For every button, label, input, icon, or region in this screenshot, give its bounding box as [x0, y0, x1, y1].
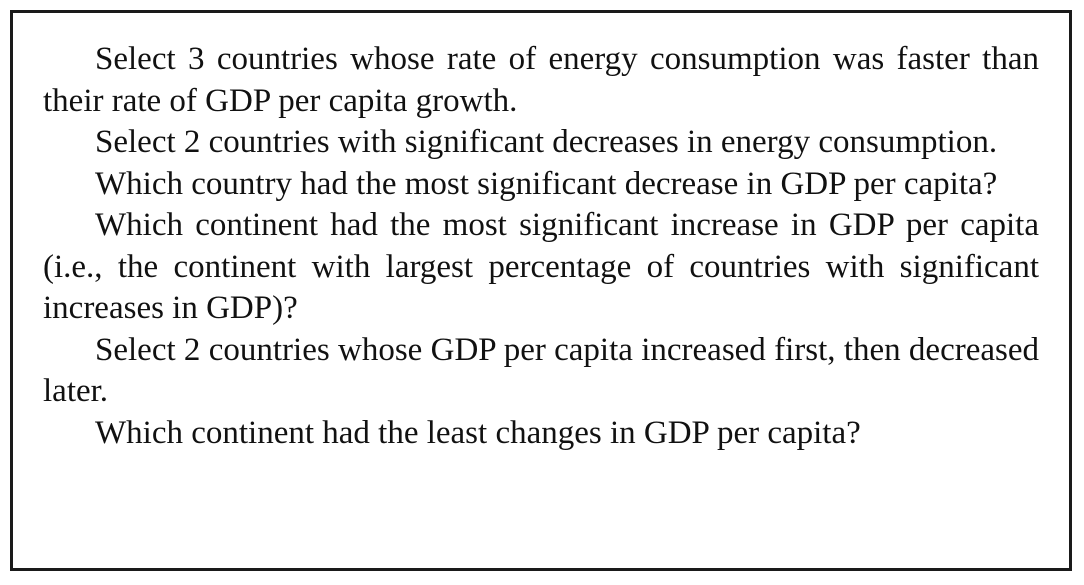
question-4: Which continent had the most significant…	[43, 207, 1039, 326]
question-6: Which continent had the least changes in…	[95, 414, 861, 451]
question-list-box: Select 3 countries whose rate of energy …	[10, 10, 1072, 571]
question-1: Select 3 countries whose rate of energy …	[43, 41, 1039, 119]
question-3: Which country had the most significant d…	[95, 165, 998, 202]
question-2: Select 2 countries with significant decr…	[95, 124, 998, 160]
question-5: Select 2 countries whose GDP per capita …	[43, 331, 1039, 410]
question-list: Select 3 countries whose rate of energy …	[43, 39, 1039, 454]
